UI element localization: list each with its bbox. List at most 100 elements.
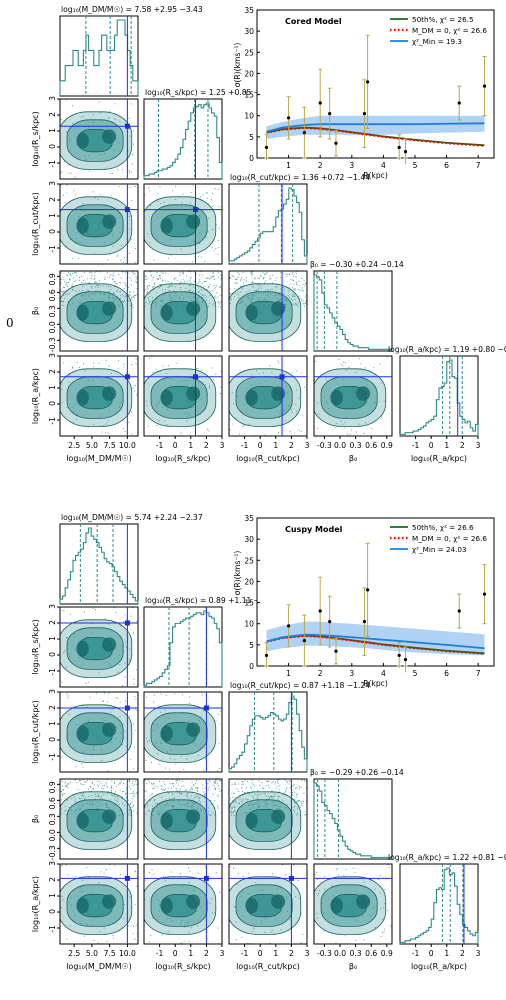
sample-point xyxy=(135,281,137,283)
sample-point xyxy=(280,288,282,290)
sample-point xyxy=(202,194,204,196)
sample-point xyxy=(157,812,159,814)
sample-point xyxy=(202,300,204,302)
sample-point xyxy=(246,403,248,405)
sample-point xyxy=(201,294,203,296)
sample-point xyxy=(196,787,198,789)
sample-point xyxy=(186,758,188,760)
y-tick-label: 5 xyxy=(249,641,254,650)
sample-point xyxy=(265,280,267,282)
histogram-step xyxy=(228,187,308,264)
sample-point xyxy=(79,242,81,244)
sample-point xyxy=(232,806,234,808)
sample-point xyxy=(284,306,286,308)
sample-point xyxy=(265,298,267,300)
y-tick-label: 0.9 xyxy=(48,781,57,793)
sample-point xyxy=(113,275,115,277)
sample-point xyxy=(148,941,150,943)
sample-point xyxy=(217,306,219,308)
sample-point xyxy=(156,406,158,408)
sample-point xyxy=(91,781,93,783)
sample-point xyxy=(204,793,206,795)
sample-point xyxy=(121,271,123,273)
x-axis-label: β₀ xyxy=(349,962,357,971)
sample-point xyxy=(206,290,208,292)
sample-point xyxy=(60,813,62,815)
sample-point xyxy=(145,813,147,815)
sample-point xyxy=(72,705,74,707)
sample-point xyxy=(255,289,257,291)
sample-point xyxy=(155,742,157,744)
sample-point xyxy=(245,291,247,293)
sample-point xyxy=(383,907,385,909)
sample-point xyxy=(76,781,78,783)
sample-point xyxy=(264,298,266,300)
sample-point xyxy=(152,917,154,919)
sample-point xyxy=(298,295,300,297)
sample-point xyxy=(172,800,174,802)
sample-point xyxy=(251,274,253,276)
sample-point xyxy=(85,803,87,805)
x-tick-label: 1 xyxy=(273,441,278,450)
sample-point xyxy=(159,812,161,814)
sample-point xyxy=(301,803,303,805)
sample-point xyxy=(284,304,286,306)
sample-point xyxy=(76,275,78,277)
sample-point xyxy=(96,802,98,804)
sample-point xyxy=(191,781,193,783)
sample-point xyxy=(168,364,170,366)
sample-point xyxy=(167,787,169,789)
sample-point xyxy=(272,873,274,875)
sample-point xyxy=(364,367,366,369)
sample-point xyxy=(251,297,253,299)
sample-point xyxy=(97,785,99,787)
sample-point xyxy=(231,796,233,798)
sample-point xyxy=(384,928,386,930)
sample-point xyxy=(70,288,72,290)
sample-point xyxy=(163,294,165,296)
sample-point xyxy=(256,808,258,810)
sample-point xyxy=(145,279,147,281)
sample-point xyxy=(120,297,122,299)
sample-point xyxy=(253,806,255,808)
sample-point xyxy=(197,925,199,927)
sample-point xyxy=(374,402,376,404)
x-axis-label: β₀ xyxy=(349,454,357,463)
sample-point xyxy=(147,277,149,279)
sample-point xyxy=(165,272,167,274)
sample-point xyxy=(168,768,170,770)
sample-point xyxy=(298,785,300,787)
sample-point xyxy=(67,271,69,273)
sample-point xyxy=(93,275,95,277)
sample-point xyxy=(149,799,151,801)
sample-point xyxy=(92,191,94,193)
contour-peak xyxy=(102,301,117,316)
sample-point xyxy=(68,374,70,376)
sample-point xyxy=(300,299,302,301)
sample-point xyxy=(351,429,353,431)
sample-point xyxy=(381,416,383,418)
x-axis-label: log₁₀(R_cut/kpc) xyxy=(236,962,300,971)
sample-point xyxy=(158,814,160,816)
y-tick-label: -1 xyxy=(48,668,57,676)
sample-point xyxy=(62,194,64,196)
hist-title: log₁₀(R_a/kpc) = 1.19 +0.80 −0.46 xyxy=(388,345,506,354)
sample-point xyxy=(360,363,362,365)
scatter-panel xyxy=(229,360,307,436)
sample-point xyxy=(292,279,294,281)
sample-point xyxy=(74,716,76,718)
sample-point xyxy=(109,291,111,293)
sample-point xyxy=(67,786,69,788)
sample-point xyxy=(113,717,115,719)
sample-point xyxy=(242,791,244,793)
sample-point xyxy=(136,791,138,793)
sample-point xyxy=(366,401,368,403)
sample-point xyxy=(206,288,208,290)
sample-point xyxy=(165,788,167,790)
sample-point xyxy=(111,741,113,743)
sample-point xyxy=(79,276,81,278)
sample-point xyxy=(179,272,181,274)
sample-point xyxy=(305,294,307,296)
sample-point xyxy=(291,792,293,794)
sample-point xyxy=(144,799,146,801)
